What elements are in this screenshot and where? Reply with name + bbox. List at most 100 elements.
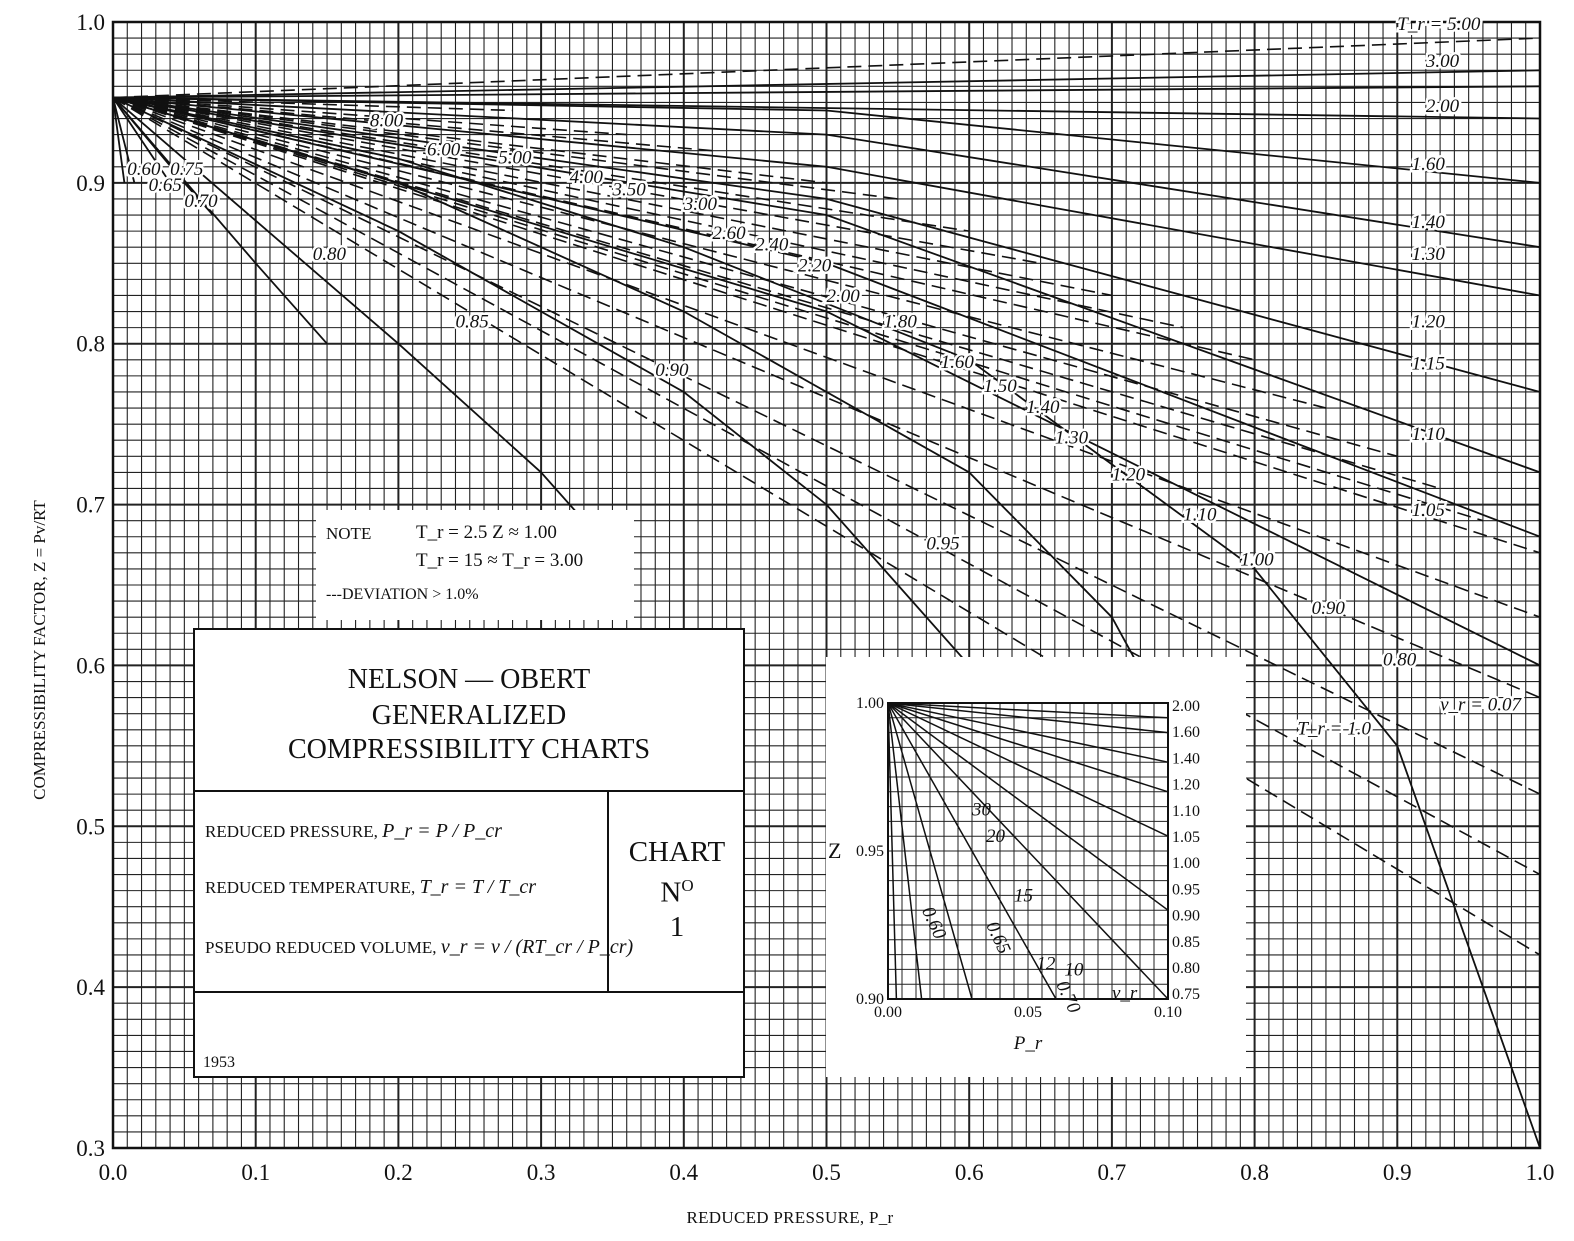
y-tick-label: 0.9 xyxy=(76,171,105,196)
title-divider-top xyxy=(195,790,743,792)
inset-right-label: 1.10 xyxy=(1172,803,1200,820)
inset-volume-label: 10 xyxy=(1064,959,1084,980)
volume-line xyxy=(112,96,1541,795)
y-axis-title: COMPRESSIBILITY FACTOR, Z = Pv/RT xyxy=(30,460,50,840)
isotherm-label: 1.05 xyxy=(1412,500,1445,521)
volume-line xyxy=(112,96,1113,297)
inset-isotherm-line xyxy=(887,702,1169,734)
def-temperature-formula: T_r = T / T_cr xyxy=(419,876,537,898)
x-tick-label: 1.0 xyxy=(1526,1160,1555,1185)
inset-right-label: 1.40 xyxy=(1172,750,1200,767)
isotherm-label: 3.00 xyxy=(1425,51,1460,72)
note-line-3: ---DEVIATION > 1.0% xyxy=(326,586,479,603)
plot-frame xyxy=(111,20,1542,1150)
isotherm-label: 0.75 xyxy=(170,159,203,180)
isotherm-label: 0.65 xyxy=(149,175,182,196)
inset-isotherm-label: 0.60 xyxy=(917,903,950,942)
volume-label: 1.50 xyxy=(983,376,1017,397)
inset-right-label: 1.60 xyxy=(1172,724,1200,741)
volume-line xyxy=(112,96,1541,876)
inset-right-label: 0.80 xyxy=(1172,960,1200,977)
inset-isotherm-line xyxy=(887,702,1169,1000)
title-line-2: GENERALIZED xyxy=(371,700,567,731)
inset-y-tick: 0.95 xyxy=(856,843,884,860)
year-label: 1953 xyxy=(203,1054,235,1071)
isotherm-line xyxy=(112,96,1541,667)
inset-volume-label: v_r xyxy=(1112,983,1138,1004)
inset-isotherm-line xyxy=(887,702,1169,837)
inset-right-label: 0.90 xyxy=(1172,908,1200,925)
volume-label: 1.20 xyxy=(1112,464,1146,485)
title-divider-vertical xyxy=(607,790,609,993)
volume-line xyxy=(112,37,1541,99)
def-volume-formula: v_r = v / (RT_cr / P_cr) xyxy=(440,936,634,958)
x-tick-label: 0.1 xyxy=(241,1160,270,1185)
y-tick-label: 0.8 xyxy=(76,332,105,357)
title-line-1: NELSON — OBERT xyxy=(347,664,591,695)
inset-x-tick: 0.00 xyxy=(874,1004,902,1021)
x-tick-label: 0.6 xyxy=(955,1160,984,1185)
inset-right-label: 0.75 xyxy=(1172,986,1200,1003)
inset-right-label: 1.05 xyxy=(1172,829,1200,846)
inset-isotherm-line xyxy=(887,702,1169,911)
volume-label: 0.90 xyxy=(1312,598,1346,619)
volume-label: v_r = 0.07 xyxy=(1440,694,1522,715)
isotherm-line xyxy=(112,97,126,184)
title-line-3: COMPRESSIBILITY CHARTS xyxy=(287,734,651,765)
isotherm-line xyxy=(112,96,1541,297)
volume-label: 1.80 xyxy=(884,312,918,333)
volume-line xyxy=(112,96,1398,458)
chart-number: CHART NO 1 xyxy=(609,835,745,944)
x-tick-label: 0.9 xyxy=(1383,1160,1412,1185)
volume-label: 2.00 xyxy=(827,286,861,307)
volume-label: 2.20 xyxy=(798,255,832,276)
isotherm-line xyxy=(112,96,1541,1149)
y-tick-label: 0.4 xyxy=(76,975,105,1000)
inset-y-label: Z xyxy=(828,838,841,863)
x-tick-label: 0.8 xyxy=(1240,1160,1269,1185)
volume-label: 2.40 xyxy=(755,234,789,255)
volume-label: 1.10 xyxy=(1183,505,1217,526)
x-axis-title: REDUCED PRESSURE, P_r xyxy=(560,1208,1020,1228)
isotherm-label: 1.10 xyxy=(1412,424,1446,445)
volume-line xyxy=(112,96,1541,618)
volume-line xyxy=(112,96,513,112)
isotherm-line xyxy=(112,85,1541,99)
volume-label: 1.30 xyxy=(1055,427,1089,448)
inset-isotherm-line xyxy=(887,702,923,1000)
inset-x-tick: 0.10 xyxy=(1154,1004,1182,1021)
volume-line xyxy=(112,96,1327,409)
inset-right-label: 1.20 xyxy=(1172,777,1200,794)
inset-isotherm-line xyxy=(887,702,1169,719)
isotherm-label: 1.20 xyxy=(1412,312,1446,333)
isotherm-line xyxy=(112,97,328,345)
isotherm-line xyxy=(112,96,1541,120)
def-temperature-label: REDUCED TEMPERATURE, xyxy=(205,878,416,897)
x-tick-label: 0.3 xyxy=(527,1160,556,1185)
isotherm-line xyxy=(112,97,136,184)
y-tick-label: 0.3 xyxy=(76,1136,105,1161)
y-tick-label: 0.6 xyxy=(76,653,105,678)
title-block: NELSON — OBERT GENERALIZED COMPRESSIBILI… xyxy=(193,628,745,1078)
volume-label: 4.00 xyxy=(570,167,604,188)
inset-isotherm-line xyxy=(887,702,1057,1000)
inset-volume-label: 20 xyxy=(986,826,1006,847)
isotherm-label: 0.90 xyxy=(655,360,689,381)
inset-frame xyxy=(887,702,1169,1000)
chart-no-sup: O xyxy=(681,876,694,895)
y-axis-title-text: COMPRESSIBILITY FACTOR, Z = Pv/RT xyxy=(30,500,49,800)
isotherm-line xyxy=(112,69,1541,99)
volume-label: 8.00 xyxy=(370,111,404,132)
isotherm-label: 0.70 xyxy=(184,191,218,212)
inset-volume-label: 15 xyxy=(1014,885,1033,906)
inset-y-tick: 1.00 xyxy=(856,695,884,712)
isotherm-line xyxy=(112,96,1541,393)
isotherm-label: T_r = 1.0 xyxy=(1297,719,1371,740)
chart-word: CHART xyxy=(628,836,726,868)
inset-right-label: 2.00 xyxy=(1172,698,1200,715)
isotherm-label: 1.60 xyxy=(1412,154,1446,175)
volume-label: 3.50 xyxy=(611,180,646,201)
y-tick-label: 0.5 xyxy=(76,814,105,839)
isotherm-label: T_r = 5.00 xyxy=(1397,14,1481,35)
inset-y-tick: 0.90 xyxy=(856,991,884,1008)
